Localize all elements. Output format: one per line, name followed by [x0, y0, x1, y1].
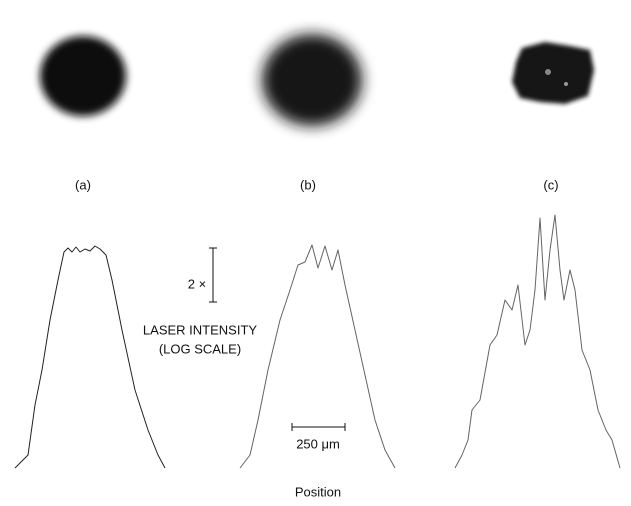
- y-axis-label: (LOG SCALE): [159, 341, 241, 356]
- speckle: [564, 82, 568, 86]
- beam-spot-a: [40, 36, 126, 116]
- panel-label: (b): [300, 177, 316, 192]
- beam-spot-c: [512, 42, 594, 104]
- panel-label: (c): [543, 177, 558, 192]
- page: (a) (b) (c) 2 × LASER INTENSITY (LOG SCA…: [0, 0, 631, 506]
- horizontal-scale-label: 250 μm: [296, 436, 340, 451]
- y-axis-label: LASER INTENSITY: [143, 322, 257, 337]
- panel-label: (a): [75, 177, 91, 192]
- figure: (a) (b) (c) 2 × LASER INTENSITY (LOG SCA…: [0, 0, 631, 506]
- beam-spot-b: [262, 34, 362, 126]
- speckle: [545, 69, 551, 75]
- x-axis-label: Position: [295, 484, 341, 499]
- vertical-scale-label: 2 ×: [188, 276, 206, 291]
